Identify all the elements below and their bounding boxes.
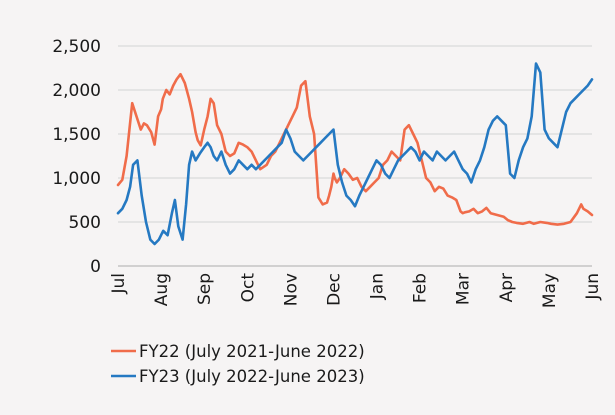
x-tick-label: Feb	[411, 273, 431, 303]
x-tick-label: Jun	[583, 273, 603, 301]
x-tick-label: Dec	[324, 273, 344, 306]
legend-label-fy23: FY23 (July 2022-June 2023)	[139, 367, 365, 386]
y-tick-label: 0	[90, 257, 101, 277]
legend: FY22 (July 2021-June 2022) FY23 (July 202…	[111, 342, 365, 386]
series-lines	[116, 62, 594, 246]
x-tick-label: Apr	[497, 273, 517, 302]
x-tick-label: Nov	[281, 273, 301, 306]
series-line-fy23	[116, 62, 594, 246]
legend-label-fy22: FY22 (July 2021-June 2022)	[139, 342, 365, 361]
series-line-fy22	[116, 72, 594, 226]
x-tick-label: Jan	[368, 273, 388, 300]
x-tick-label: May	[540, 273, 560, 308]
x-tick-label: Aug	[152, 273, 172, 306]
x-tick-label: Jul	[109, 273, 129, 295]
x-tick-label: Mar	[454, 273, 474, 305]
y-tick-label: 1,500	[52, 125, 101, 145]
y-axis: 0 500 1,000 1,500 2,000 2,500	[52, 37, 101, 277]
x-axis: Jul Aug Sep Oct Nov Dec Jan Feb Mar Apr May Jun	[109, 265, 603, 308]
y-tick-label: 2,000	[52, 81, 101, 101]
y-tick-label: 2,500	[52, 37, 101, 57]
x-tick-label: Oct	[238, 273, 258, 303]
x-tick-label: Sep	[195, 273, 215, 305]
y-tick-label: 500	[69, 213, 101, 233]
y-tick-label: 1,000	[52, 169, 101, 189]
